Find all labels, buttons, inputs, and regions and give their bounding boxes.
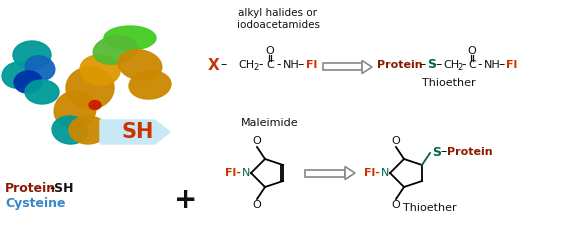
Ellipse shape xyxy=(13,41,51,69)
Text: CH: CH xyxy=(443,60,459,70)
Text: O: O xyxy=(468,46,476,56)
Text: O: O xyxy=(392,136,401,146)
Text: O: O xyxy=(266,46,275,56)
Ellipse shape xyxy=(129,71,171,99)
Polygon shape xyxy=(305,170,345,176)
Text: O: O xyxy=(253,136,261,146)
Ellipse shape xyxy=(2,62,34,88)
Ellipse shape xyxy=(54,91,96,129)
Text: Fl: Fl xyxy=(506,60,517,70)
Text: X: X xyxy=(208,58,220,72)
Ellipse shape xyxy=(52,116,88,144)
Text: C: C xyxy=(266,60,274,70)
Text: 2: 2 xyxy=(457,63,462,72)
Ellipse shape xyxy=(14,71,42,93)
Ellipse shape xyxy=(118,50,162,80)
Text: Protein: Protein xyxy=(447,147,492,157)
Text: NH: NH xyxy=(283,60,300,70)
Polygon shape xyxy=(100,120,170,144)
Text: Maleimide: Maleimide xyxy=(241,118,299,128)
Ellipse shape xyxy=(66,67,114,109)
Polygon shape xyxy=(362,61,372,73)
Text: SH: SH xyxy=(122,122,154,142)
Ellipse shape xyxy=(93,36,137,64)
Text: –: – xyxy=(440,146,446,158)
Text: Fl-: Fl- xyxy=(225,168,241,178)
Text: -: - xyxy=(477,59,481,71)
Text: -: - xyxy=(276,59,280,71)
Text: Thioether: Thioether xyxy=(403,203,457,213)
Text: +: + xyxy=(175,186,198,214)
Text: Fl-: Fl- xyxy=(364,168,380,178)
Polygon shape xyxy=(345,166,355,180)
Ellipse shape xyxy=(89,101,101,110)
Text: S: S xyxy=(427,59,436,71)
Polygon shape xyxy=(323,63,362,70)
Text: –: – xyxy=(221,59,227,71)
Ellipse shape xyxy=(80,55,120,85)
Ellipse shape xyxy=(69,116,107,144)
Text: -SH: -SH xyxy=(49,182,73,194)
Text: 2: 2 xyxy=(253,63,258,72)
Ellipse shape xyxy=(104,26,156,50)
Text: –: – xyxy=(498,59,504,71)
Text: alkyl halides or: alkyl halides or xyxy=(239,8,317,18)
Ellipse shape xyxy=(25,80,59,104)
Text: Fl: Fl xyxy=(306,60,317,70)
Text: NH: NH xyxy=(484,60,501,70)
Text: C: C xyxy=(468,60,476,70)
Text: O: O xyxy=(392,200,401,210)
Text: Thioether: Thioether xyxy=(422,78,476,88)
Text: O: O xyxy=(253,200,261,210)
Text: Protein: Protein xyxy=(377,60,423,70)
Text: N: N xyxy=(242,168,250,178)
Text: –: – xyxy=(435,59,441,71)
Ellipse shape xyxy=(25,56,55,80)
Text: CH: CH xyxy=(238,60,254,70)
Text: –: – xyxy=(297,59,303,71)
Text: –: – xyxy=(419,59,425,71)
Text: Protein: Protein xyxy=(5,182,56,194)
Text: iodoacetamides: iodoacetamides xyxy=(236,20,320,30)
Text: N: N xyxy=(381,168,389,178)
Text: -: - xyxy=(461,59,465,71)
Text: S: S xyxy=(432,146,441,158)
Text: -: - xyxy=(258,59,262,71)
Text: Cysteine: Cysteine xyxy=(5,198,65,210)
